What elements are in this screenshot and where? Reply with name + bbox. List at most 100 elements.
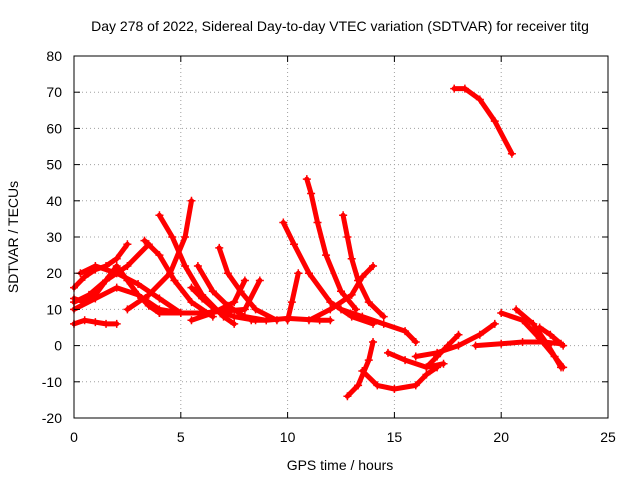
series-arc-14 [155, 276, 264, 318]
data-point [80, 316, 89, 325]
data-point [155, 211, 164, 220]
data-point [112, 319, 121, 328]
data-point [535, 323, 544, 332]
data-point [411, 381, 420, 390]
series-line [513, 306, 564, 370]
data-point [230, 319, 239, 328]
data-point [123, 305, 132, 314]
series-arc-20 [339, 211, 388, 321]
data-point [475, 95, 484, 104]
data-point [559, 341, 568, 350]
data-point [337, 305, 345, 314]
data-point [343, 392, 352, 401]
data-point [155, 294, 164, 303]
data-point [112, 261, 121, 270]
data-point [364, 356, 373, 365]
data-point [354, 381, 363, 390]
data-point [337, 287, 345, 296]
data-point [379, 319, 388, 328]
data-point [240, 276, 249, 285]
series-line [77, 263, 184, 316]
x-tick-label: 10 [280, 429, 296, 445]
data-point [123, 240, 132, 249]
data-point [198, 309, 207, 318]
data-point [187, 298, 196, 307]
data-point [326, 316, 335, 325]
data-point [112, 269, 121, 278]
y-tick-label: 70 [46, 84, 62, 100]
y-tick-label: -10 [42, 374, 62, 390]
data-point [283, 316, 292, 325]
data-point [287, 298, 296, 307]
data-point [460, 84, 469, 93]
data-point [302, 175, 311, 184]
data-point [557, 363, 566, 372]
series-line [285, 270, 301, 323]
series-arc-19 [304, 261, 378, 325]
series-line [385, 350, 446, 370]
data-point [240, 305, 249, 314]
data-point [91, 318, 100, 327]
data-point [230, 312, 239, 321]
data-point [490, 319, 499, 328]
series-arc-25 [411, 319, 499, 361]
series-arc-30 [512, 305, 566, 372]
data-point [193, 261, 202, 270]
data-point [102, 319, 111, 328]
data-point [187, 283, 196, 292]
x-tick-label: 25 [600, 429, 616, 445]
data-point [140, 236, 149, 245]
data-series [70, 84, 568, 401]
data-point [339, 211, 348, 220]
series-line [344, 339, 376, 399]
data-point [134, 280, 143, 289]
x-tick-label: 0 [70, 429, 78, 445]
data-point [529, 319, 538, 328]
data-point [507, 149, 516, 158]
series-line [156, 277, 263, 316]
data-point [475, 330, 484, 339]
data-point [454, 341, 463, 350]
data-point [123, 261, 132, 270]
y-tick-label: 20 [46, 265, 62, 281]
data-point [91, 261, 100, 270]
y-tick-label: -20 [42, 410, 62, 426]
data-point [255, 276, 264, 285]
data-point [439, 359, 448, 368]
x-tick-label: 5 [177, 429, 185, 445]
data-point [208, 287, 217, 296]
x-tick-label: 15 [387, 429, 403, 445]
data-point [155, 309, 164, 318]
data-point [304, 269, 313, 278]
data-point [364, 298, 373, 307]
series-arc-06 [76, 261, 185, 318]
series-arc-27 [450, 84, 516, 158]
data-point [401, 327, 410, 336]
data-point [518, 337, 527, 346]
data-point [144, 301, 153, 310]
series-line [359, 364, 440, 392]
y-axis-label: SDTVAR / TECUs [5, 181, 21, 293]
data-point [240, 312, 249, 321]
data-point [168, 233, 177, 241]
series-line [156, 212, 237, 327]
data-point [401, 356, 410, 365]
data-point [379, 312, 388, 321]
data-point [354, 276, 363, 285]
data-point [223, 269, 232, 278]
series-arc-01 [70, 316, 121, 328]
series-arc-26 [422, 330, 463, 372]
y-tick-label: 50 [46, 157, 62, 173]
data-point [262, 316, 271, 325]
data-point [290, 240, 299, 249]
data-point [187, 196, 196, 205]
data-point [343, 233, 352, 241]
data-point [134, 290, 143, 299]
x-tick-label: 20 [493, 429, 509, 445]
grid-lines [74, 56, 608, 418]
y-tick-label: 30 [46, 229, 62, 245]
data-point [247, 316, 256, 325]
data-point [181, 233, 190, 241]
data-point [512, 305, 521, 314]
data-point [181, 261, 190, 270]
